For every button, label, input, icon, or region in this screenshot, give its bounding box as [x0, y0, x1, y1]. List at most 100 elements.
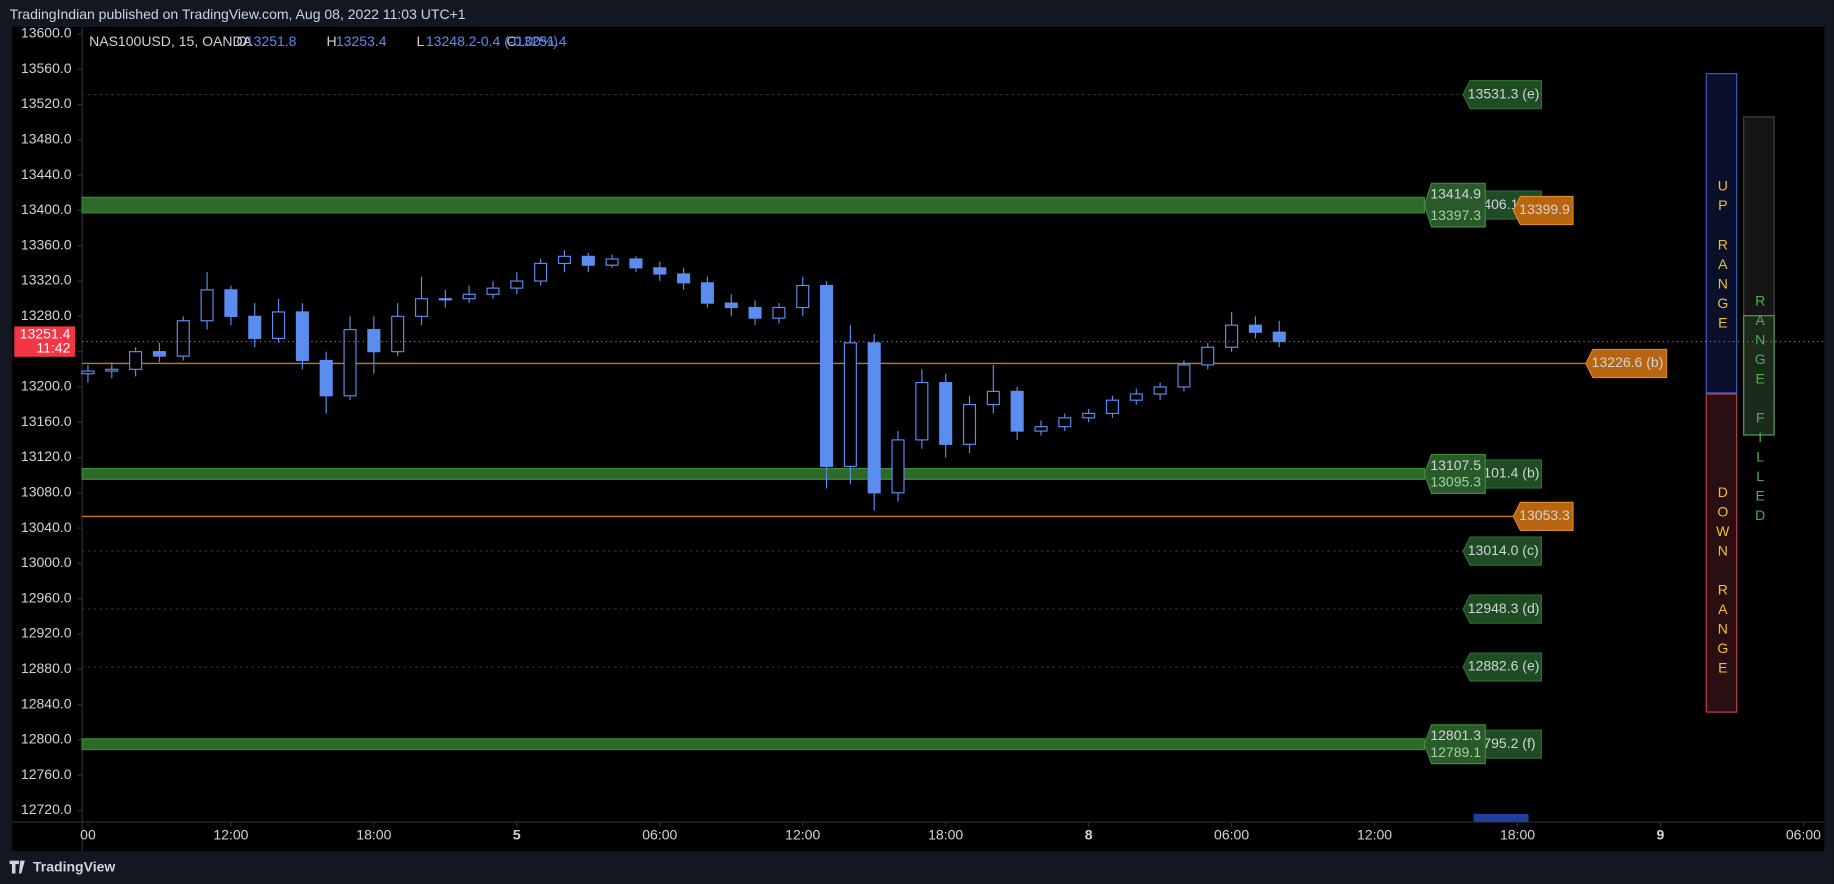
y-tick-label: 12960.0 — [21, 589, 72, 605]
y-tick-label: 13400.0 — [21, 201, 72, 217]
orange-tag: 13399.9 — [1519, 201, 1570, 217]
candle-body — [344, 330, 356, 396]
candle-body — [177, 321, 189, 356]
publisher: TradingIndian published on TradingView.c… — [10, 6, 466, 22]
band-bottom-label: 13095.3 — [1430, 474, 1481, 490]
candle-body — [225, 290, 237, 316]
x-tick-label: 18:00 — [928, 827, 963, 843]
y-tick-label: 13040.0 — [21, 519, 72, 535]
y-tick-label: 13080.0 — [21, 484, 72, 500]
x-tick-label: 5 — [513, 827, 521, 843]
x-tick-label: 8 — [1085, 827, 1093, 843]
candle-body — [868, 343, 880, 493]
legend-key: L — [417, 33, 425, 49]
candle-body — [296, 312, 308, 361]
y-tick-label: 12880.0 — [21, 660, 72, 676]
time-marker — [1474, 814, 1529, 822]
zone-band — [82, 197, 1424, 213]
candle-body — [606, 259, 618, 265]
candle-body — [439, 299, 451, 300]
candle-body — [654, 268, 666, 274]
level-label: 12882.6 (e) — [1468, 658, 1540, 674]
candle-body — [916, 383, 928, 440]
zone-band — [82, 469, 1424, 480]
candle-body — [1059, 418, 1071, 427]
y-tick-label: 12920.0 — [21, 625, 72, 641]
x-tick-label: 00 — [80, 827, 96, 843]
price-tag-time: 11:42 — [36, 339, 70, 355]
x-tick-label: 9 — [1657, 827, 1665, 843]
y-tick-label: 12760.0 — [21, 766, 72, 782]
candle-body — [844, 343, 856, 467]
up-range-text: UP RANGE — [1715, 178, 1731, 334]
x-tick-label: 12:00 — [1357, 827, 1392, 843]
x-tick-label: 06:00 — [1786, 827, 1821, 843]
symbol: NAS100USD, 15, OANDA — [89, 33, 252, 49]
band-top-label: 13107.5 — [1430, 457, 1481, 473]
candle-body — [559, 256, 571, 263]
candle-body — [249, 316, 261, 338]
y-tick-label: 13280.0 — [21, 307, 72, 323]
candle-body — [1130, 394, 1142, 400]
candle-body — [320, 360, 332, 395]
footer-brand: TradingView — [33, 858, 115, 874]
y-tick-label: 13360.0 — [21, 236, 72, 252]
x-tick-label: 18:00 — [356, 827, 391, 843]
legend-change: -0.4 (-0.00%) — [476, 33, 558, 49]
x-tick-label: 18:00 — [1500, 827, 1535, 843]
level-label: 13014.0 (c) — [1468, 542, 1539, 558]
y-tick-label: 13000.0 — [21, 554, 72, 570]
candle-body — [749, 308, 761, 319]
down-range-text: DOWN RANGE — [1715, 484, 1731, 679]
candle-body — [701, 283, 713, 303]
candle-body — [1011, 391, 1023, 431]
candle-body — [987, 391, 999, 404]
level-label: 13531.3 (e) — [1468, 85, 1540, 101]
y-tick-label: 13200.0 — [21, 378, 72, 394]
candle-body — [153, 352, 165, 356]
y-tick-label: 12800.0 — [21, 731, 72, 747]
zone-band — [82, 739, 1424, 750]
candle-body — [582, 256, 594, 265]
y-tick-label: 13320.0 — [21, 272, 72, 288]
candle-body — [797, 285, 809, 307]
candle-body — [1083, 413, 1095, 417]
legend-value: 13253.4 — [336, 33, 387, 49]
y-tick-label: 13440.0 — [21, 166, 72, 182]
x-tick-label: 06:00 — [1214, 827, 1249, 843]
y-tick-label: 12840.0 — [21, 695, 72, 711]
candle-body — [392, 316, 404, 351]
candle-body — [1249, 325, 1261, 332]
y-tick-label: 13120.0 — [21, 448, 72, 464]
level-label: 12948.3 (d) — [1468, 600, 1540, 616]
candle-body — [1202, 347, 1214, 365]
candle-body — [1154, 387, 1166, 394]
y-tick-label: 12720.0 — [21, 801, 72, 817]
candle-body — [821, 285, 833, 466]
x-tick-label: 12:00 — [785, 827, 820, 843]
candle-body — [463, 294, 475, 298]
candle-body — [892, 440, 904, 493]
y-tick-label: 13480.0 — [21, 131, 72, 147]
candle-body — [678, 274, 690, 283]
candle-body — [1107, 400, 1119, 413]
candle-body — [511, 281, 523, 288]
legend-value: 13251.8 — [246, 33, 297, 49]
candle-body — [368, 330, 380, 352]
candle-body — [130, 352, 142, 370]
candle-body — [940, 383, 952, 445]
candle-body — [1178, 365, 1190, 387]
candle-body — [1273, 332, 1285, 341]
orange-label: 13053.3 — [1519, 507, 1570, 523]
legend-value: 13248.2 — [426, 33, 477, 49]
candle-body — [725, 303, 737, 307]
band-top-label: 12801.3 — [1430, 727, 1481, 743]
y-tick-label: 13600.0 — [21, 25, 72, 41]
band-bottom-label: 13397.3 — [1430, 207, 1481, 223]
band-bottom-label: 12789.1 — [1430, 744, 1481, 760]
candle-body — [773, 308, 785, 319]
y-tick-label: 13560.0 — [21, 60, 72, 76]
